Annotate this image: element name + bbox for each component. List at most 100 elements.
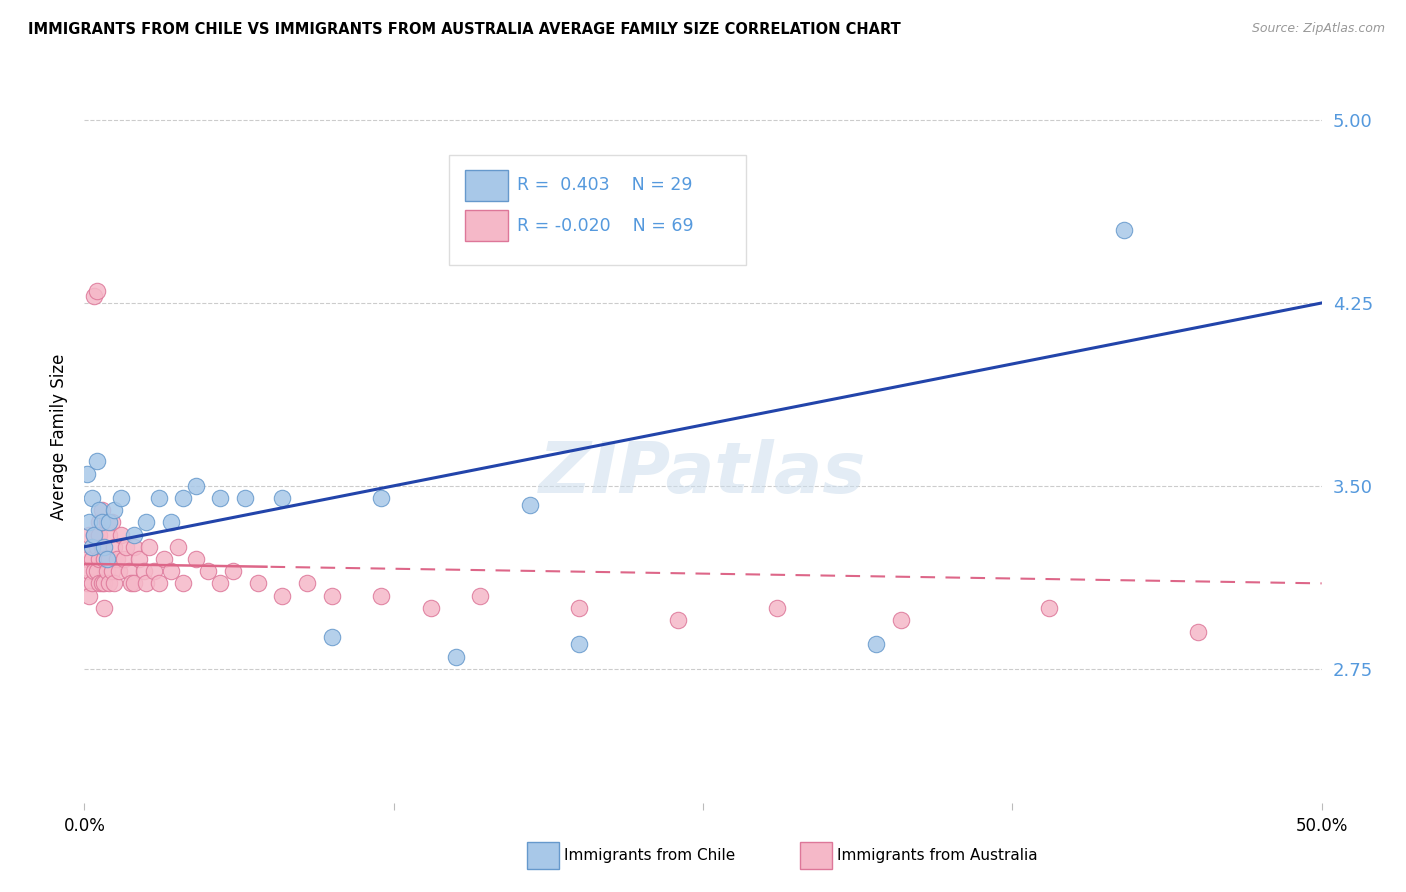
- Text: Immigrants from Chile: Immigrants from Chile: [564, 848, 735, 863]
- Point: [98, 576, 121, 591]
- Point: [271, 589, 294, 603]
- Point: [79, 589, 101, 603]
- Point: [80, 540, 103, 554]
- Point: [172, 576, 194, 591]
- Point: [96, 564, 118, 578]
- Point: [79, 527, 101, 541]
- Point: [152, 552, 174, 566]
- Point: [86, 540, 108, 554]
- Point: [83, 527, 105, 541]
- Point: [184, 552, 207, 566]
- Point: [132, 564, 155, 578]
- Point: [122, 540, 145, 554]
- Point: [86, 454, 108, 468]
- Point: [128, 552, 150, 566]
- Point: [1038, 600, 1060, 615]
- Point: [89, 527, 111, 541]
- Text: R =  0.403    N = 29: R = 0.403 N = 29: [517, 177, 693, 194]
- FancyBboxPatch shape: [800, 842, 832, 869]
- Point: [167, 540, 190, 554]
- Point: [444, 649, 467, 664]
- Point: [103, 540, 125, 554]
- Point: [93, 600, 115, 615]
- Point: [90, 503, 112, 517]
- Point: [222, 564, 245, 578]
- Point: [80, 552, 103, 566]
- Point: [160, 564, 183, 578]
- Point: [76, 467, 98, 481]
- FancyBboxPatch shape: [465, 170, 508, 201]
- Point: [103, 576, 125, 591]
- Point: [89, 503, 111, 517]
- Text: ZIPatlas: ZIPatlas: [540, 439, 866, 508]
- Point: [86, 564, 108, 578]
- Point: [568, 637, 591, 651]
- Point: [271, 491, 294, 505]
- Point: [172, 491, 194, 505]
- Point: [110, 527, 132, 541]
- Point: [148, 576, 170, 591]
- Point: [135, 516, 157, 530]
- Point: [370, 589, 392, 603]
- Point: [115, 540, 138, 554]
- Point: [209, 576, 232, 591]
- Point: [76, 576, 98, 591]
- Point: [865, 637, 887, 651]
- Point: [93, 540, 115, 554]
- Point: [110, 491, 132, 505]
- Point: [321, 589, 343, 603]
- Point: [79, 516, 101, 530]
- Point: [100, 516, 122, 530]
- Point: [321, 630, 343, 644]
- Point: [96, 552, 118, 566]
- Point: [766, 600, 789, 615]
- Point: [93, 576, 115, 591]
- Point: [90, 576, 112, 591]
- Point: [197, 564, 219, 578]
- Point: [112, 552, 135, 566]
- Point: [89, 552, 111, 566]
- Point: [98, 527, 121, 541]
- Point: [666, 613, 689, 627]
- FancyBboxPatch shape: [450, 155, 747, 265]
- Point: [108, 564, 131, 578]
- Point: [76, 552, 98, 566]
- Point: [160, 516, 183, 530]
- Point: [83, 527, 105, 541]
- Point: [103, 503, 125, 517]
- Point: [80, 576, 103, 591]
- Point: [89, 576, 111, 591]
- Point: [96, 516, 118, 530]
- Point: [100, 564, 122, 578]
- FancyBboxPatch shape: [527, 842, 560, 869]
- Point: [148, 491, 170, 505]
- FancyBboxPatch shape: [465, 211, 508, 241]
- Point: [98, 552, 121, 566]
- Point: [370, 491, 392, 505]
- Point: [233, 491, 256, 505]
- Point: [890, 613, 912, 627]
- Point: [93, 552, 115, 566]
- Point: [568, 600, 591, 615]
- Point: [83, 564, 105, 578]
- Point: [118, 564, 141, 578]
- Y-axis label: Average Family Size: Average Family Size: [49, 354, 67, 520]
- Point: [1112, 223, 1135, 237]
- Point: [519, 499, 541, 513]
- Point: [89, 516, 111, 530]
- Point: [83, 288, 105, 302]
- Point: [120, 576, 142, 591]
- Point: [470, 589, 492, 603]
- Text: Source: ZipAtlas.com: Source: ZipAtlas.com: [1251, 22, 1385, 36]
- Point: [80, 540, 103, 554]
- Point: [209, 491, 232, 505]
- Point: [1187, 625, 1209, 640]
- Point: [98, 516, 121, 530]
- Point: [184, 479, 207, 493]
- Point: [135, 576, 157, 591]
- Point: [295, 576, 318, 591]
- Point: [90, 540, 112, 554]
- Point: [138, 540, 160, 554]
- Point: [419, 600, 441, 615]
- Text: Immigrants from Australia: Immigrants from Australia: [837, 848, 1038, 863]
